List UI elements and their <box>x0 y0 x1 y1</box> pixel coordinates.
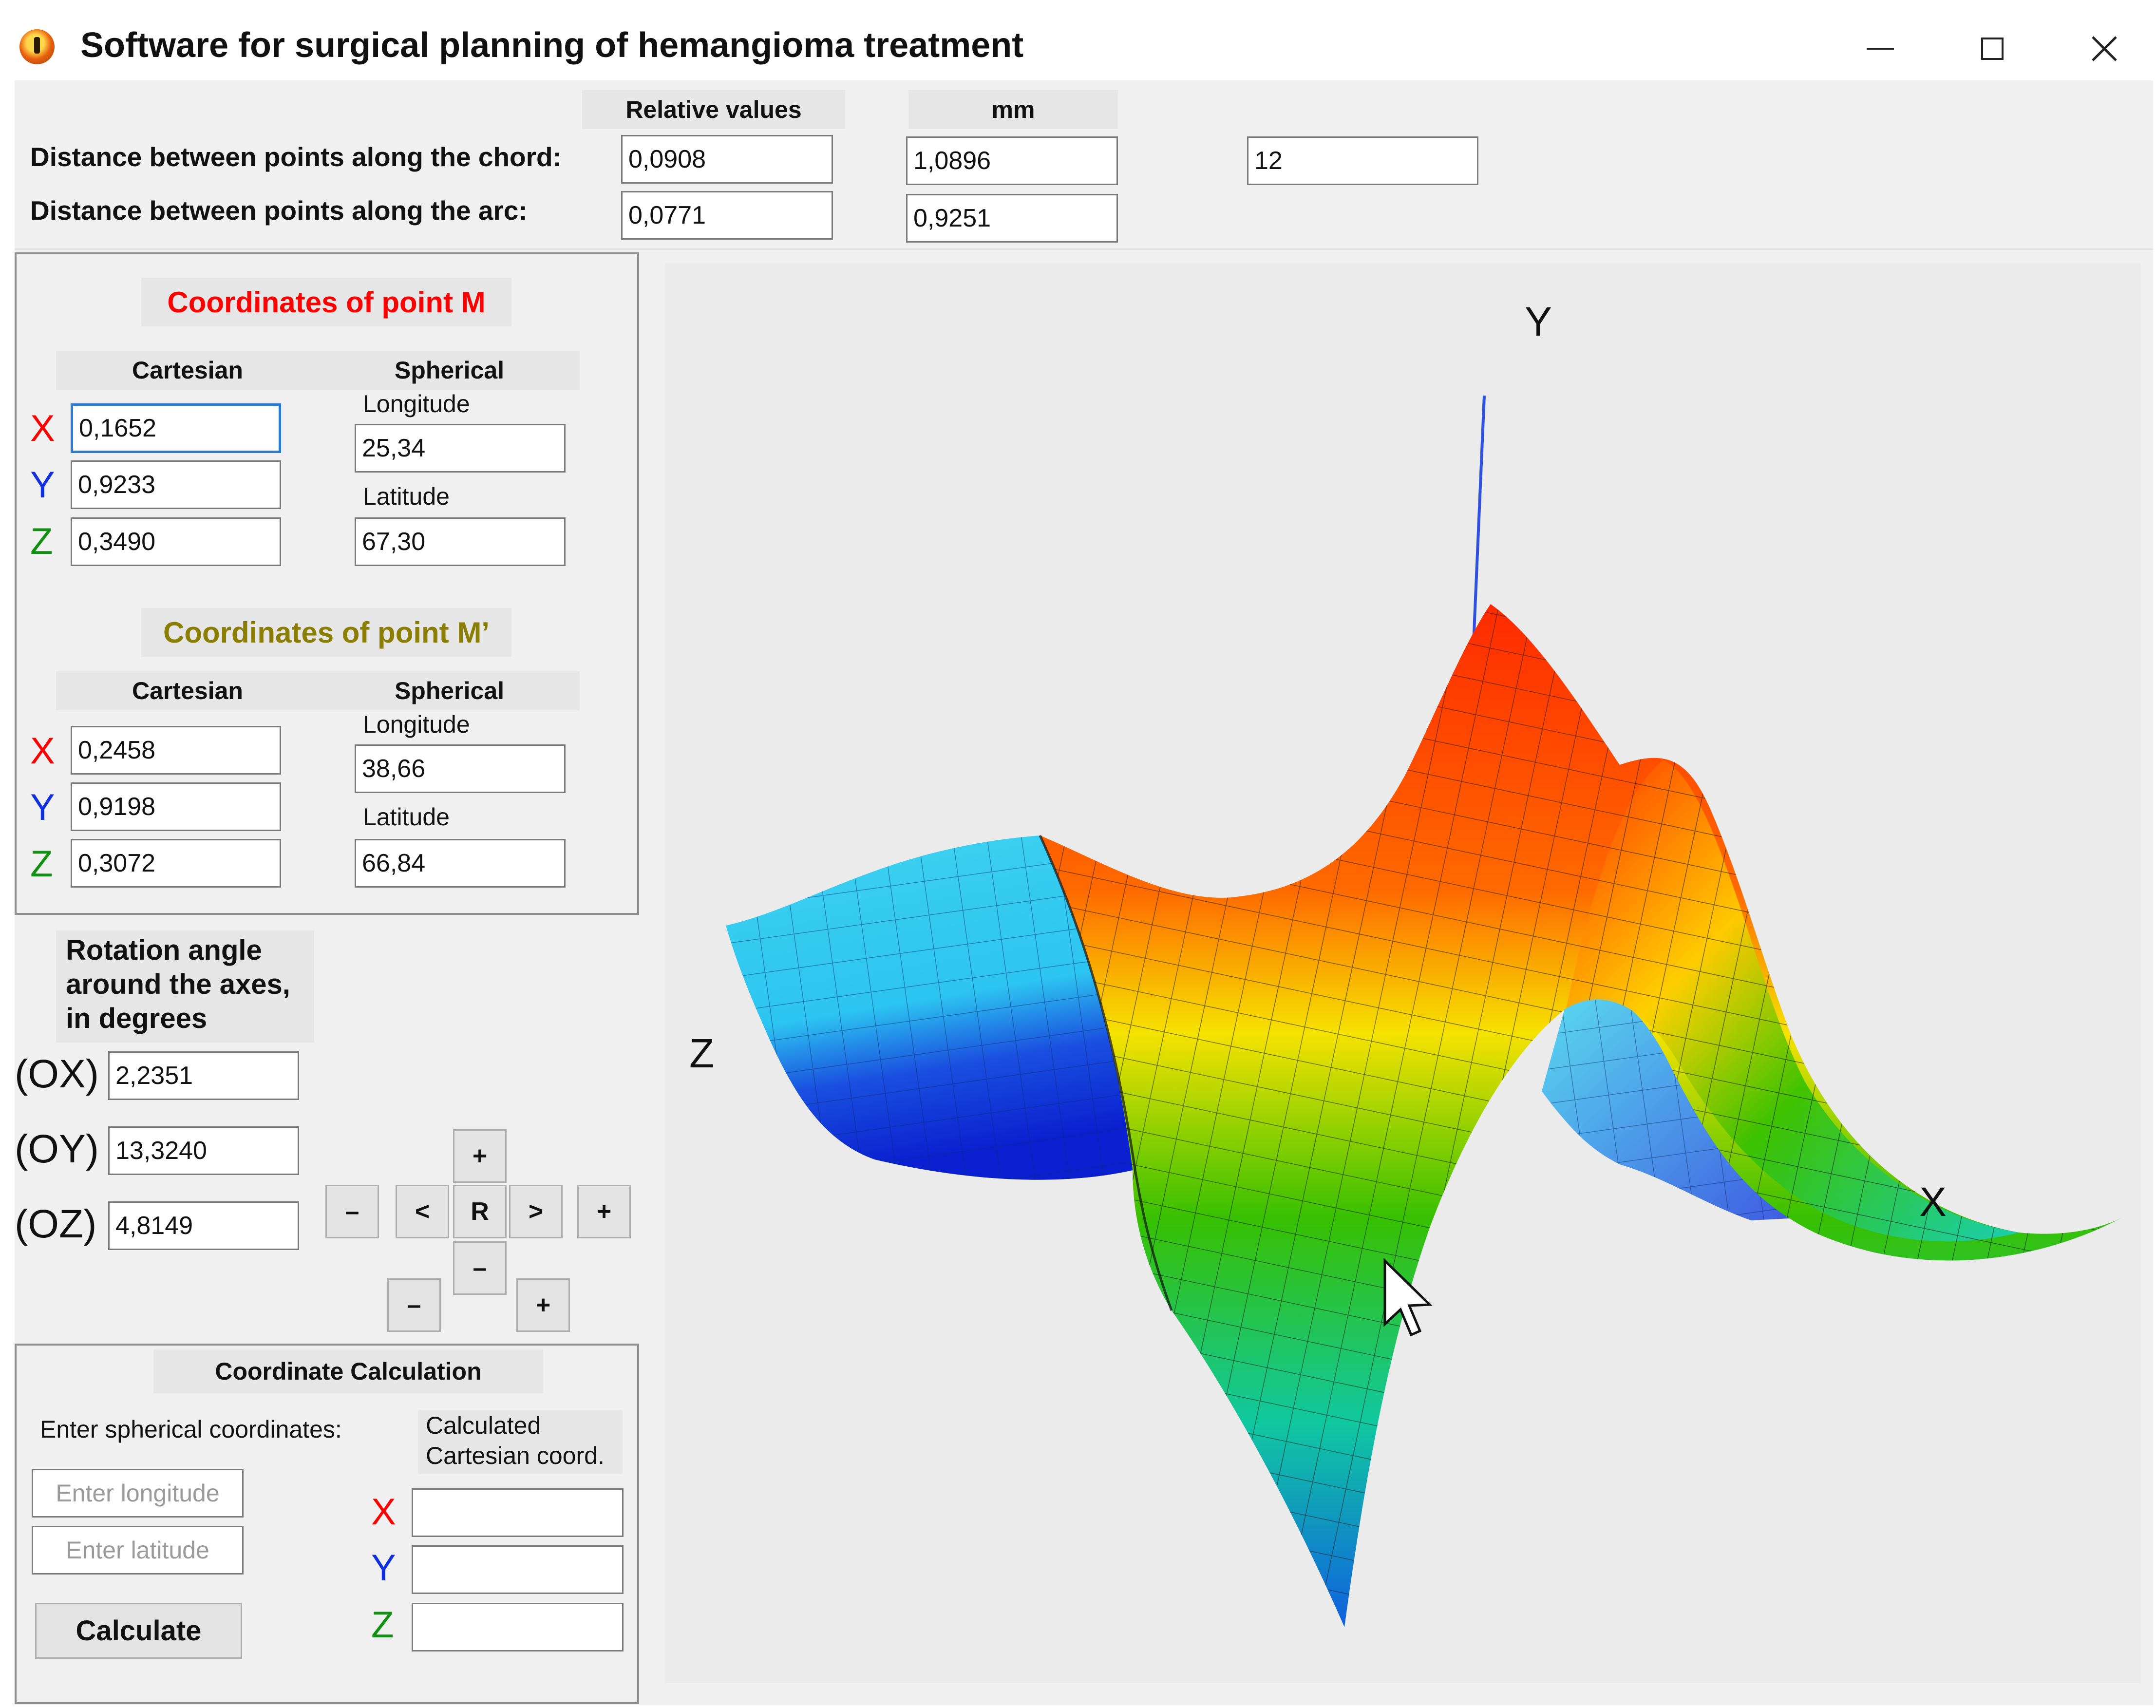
point-m-cartesian-header: Cartesian <box>56 351 319 390</box>
calculated-x-field[interactable] <box>412 1488 624 1537</box>
y-axis-letter: Y <box>30 787 55 828</box>
point-m-spherical-header: Spherical <box>319 351 580 390</box>
oy-label: (OY) <box>15 1127 99 1171</box>
coordinate-calculation-title: Coordinate Calculation <box>153 1349 543 1393</box>
title-bar: Software for surgical planning of hemang… <box>0 0 2156 80</box>
y-axis-letter: Y <box>30 464 55 506</box>
plot-axis-x-label: X <box>1919 1179 1947 1225</box>
close-button[interactable] <box>2075 19 2134 78</box>
maximize-button[interactable] <box>1963 19 2022 78</box>
rotation-oy-field[interactable]: 13,3240 <box>108 1126 299 1175</box>
relative-values-header: Relative values <box>582 90 845 129</box>
z-axis-letter: Z <box>371 1604 394 1646</box>
z-axis-letter: Z <box>30 843 53 885</box>
point-m2-latitude-label: Latitude <box>363 803 450 831</box>
point-m2-cartesian-header: Cartesian <box>56 671 319 710</box>
ox-label: (OX) <box>15 1052 99 1096</box>
rotation-oz-field[interactable]: 4,8149 <box>108 1201 299 1250</box>
rotate-z-plus-button[interactable]: + <box>577 1185 631 1238</box>
surface-plot-svg <box>726 395 2121 1627</box>
y-axis-line <box>1472 395 1486 644</box>
point-m-longitude-label: Longitude <box>363 390 470 418</box>
point-m2-latitude-field[interactable]: 66,84 <box>355 839 566 888</box>
point-m-z-field[interactable]: 0,3490 <box>71 517 281 566</box>
point-m-y-field[interactable]: 0,9233 <box>71 460 281 509</box>
calculate-button[interactable]: Calculate <box>35 1603 242 1659</box>
minimize-button[interactable] <box>1851 19 1910 78</box>
rotate-right-button[interactable]: > <box>509 1185 563 1238</box>
enter-longitude-field[interactable]: Enter longitude <box>32 1469 244 1518</box>
point-m-x-field[interactable]: 0,1652 <box>71 403 281 453</box>
y-axis-letter: Y <box>371 1547 396 1589</box>
rotate-y-minus-button[interactable]: – <box>387 1278 441 1332</box>
minimize-icon <box>1867 48 1894 50</box>
maximize-icon <box>1981 38 2004 60</box>
point-m2-title: Coordinates of point M’ <box>141 608 511 657</box>
rotate-left-button[interactable]: < <box>396 1185 449 1238</box>
arc-relative-field[interactable]: 0,0771 <box>621 191 833 240</box>
point-m2-x-field[interactable]: 0,2458 <box>71 726 281 775</box>
app-icon <box>19 29 55 64</box>
rotation-title: Rotation angle around the axes, in degre… <box>56 930 314 1043</box>
calculated-cartesian-label: Calculated Cartesian coord. <box>418 1410 623 1474</box>
mouse-cursor-icon <box>1383 1258 1433 1337</box>
chord-extra-field[interactable]: 12 <box>1247 136 1478 185</box>
x-axis-letter: X <box>371 1491 396 1533</box>
point-m2-longitude-field[interactable]: 38,66 <box>355 744 566 793</box>
calculated-y-field[interactable] <box>412 1545 624 1594</box>
reset-rotation-button[interactable]: R <box>453 1185 507 1238</box>
plot-axis-z-label: Z <box>689 1030 715 1076</box>
point-m-title: Coordinates of point M <box>141 278 511 326</box>
rotation-title-line2: around the axes, <box>66 968 290 1000</box>
enter-spherical-label: Enter spherical coordinates: <box>40 1416 342 1443</box>
point-m2-longitude-label: Longitude <box>363 711 470 738</box>
divider <box>15 248 2153 250</box>
arc-distance-label: Distance between points along the arc: <box>30 195 528 226</box>
rotate-z-minus-button[interactable]: – <box>325 1185 379 1238</box>
point-m-latitude-field[interactable]: 67,30 <box>355 517 566 566</box>
rotate-y-plus-button[interactable]: + <box>516 1278 570 1332</box>
arc-mm-field[interactable]: 0,9251 <box>906 194 1118 243</box>
enter-latitude-field[interactable]: Enter latitude <box>32 1526 244 1575</box>
calculated-z-field[interactable] <box>412 1603 624 1651</box>
oz-label: (OZ) <box>15 1202 97 1246</box>
plot-axis-y-label: Y <box>1525 299 1552 344</box>
rotate-x-minus-button[interactable]: – <box>453 1241 507 1295</box>
x-axis-letter: X <box>30 730 55 772</box>
mm-header: mm <box>908 90 1118 129</box>
window-title: Software for surgical planning of hemang… <box>80 26 1024 65</box>
rotation-title-line1: Rotation angle <box>66 934 262 966</box>
point-m2-z-field[interactable]: 0,3072 <box>71 839 281 888</box>
rotation-title-line3: in degrees <box>66 1003 208 1034</box>
point-m2-spherical-header: Spherical <box>319 671 580 710</box>
close-icon <box>2092 36 2117 61</box>
chord-mm-field[interactable]: 1,0896 <box>906 136 1118 185</box>
point-m2-y-field[interactable]: 0,9198 <box>71 782 281 831</box>
surface-plot-canvas[interactable]: Y Z X <box>665 263 2141 1683</box>
rotation-ox-field[interactable]: 2,2351 <box>108 1051 299 1100</box>
chord-distance-label: Distance between points along the chord: <box>30 142 562 172</box>
z-axis-letter: Z <box>30 521 53 562</box>
x-axis-letter: X <box>30 408 55 449</box>
chord-relative-field[interactable]: 0,0908 <box>621 135 833 184</box>
point-m-longitude-field[interactable]: 25,34 <box>355 424 566 473</box>
rotate-x-plus-button[interactable]: + <box>453 1129 507 1183</box>
point-m-latitude-label: Latitude <box>363 483 450 510</box>
